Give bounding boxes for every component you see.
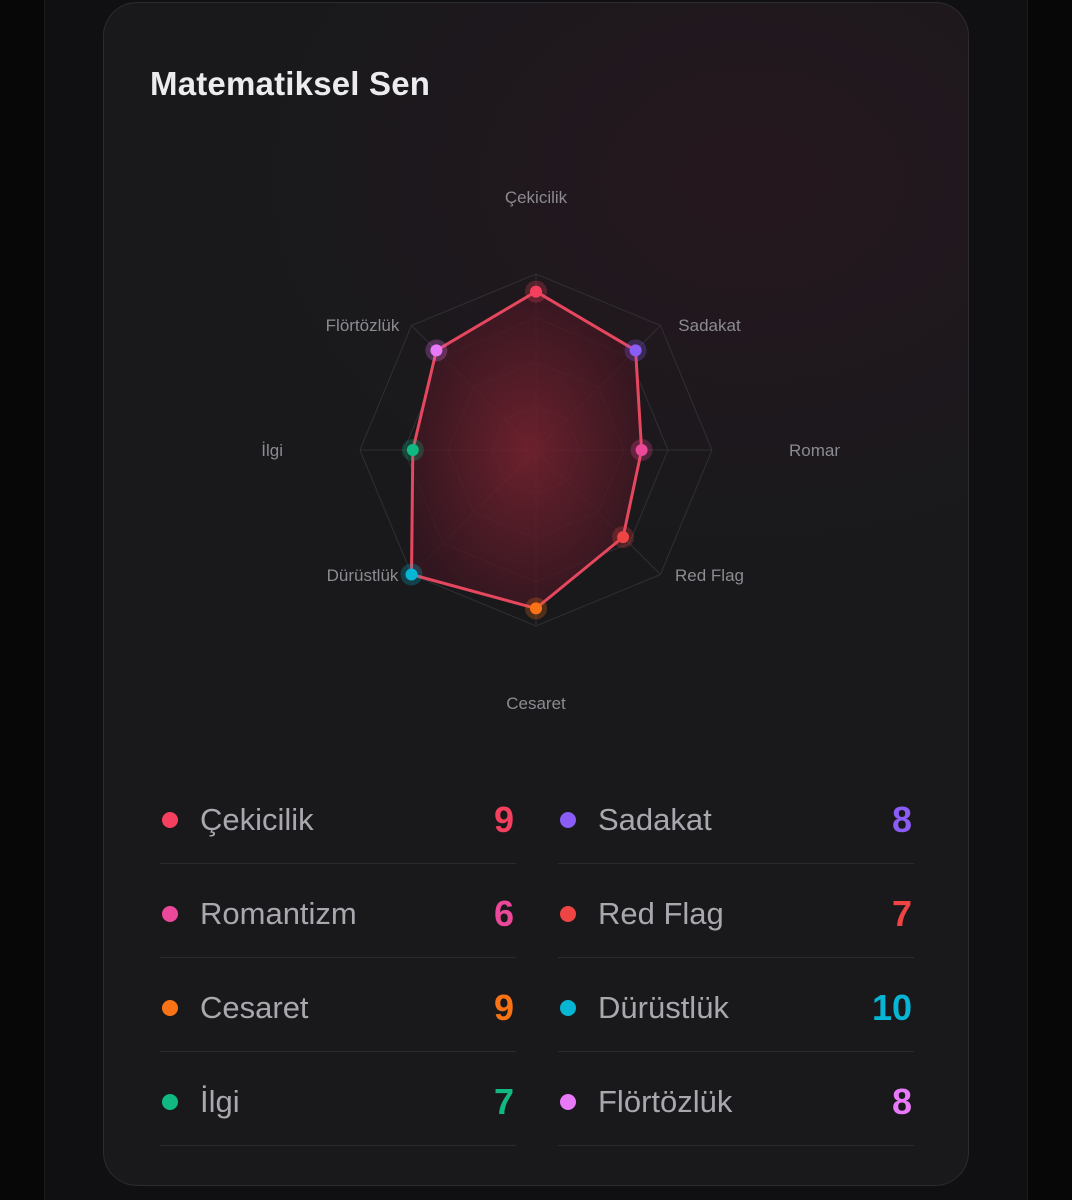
radar-series — [410, 290, 644, 610]
radar-axis-labels: Çekicilik Sadakat Roman Red Flag Cesaret Dürü… — [261, 188, 844, 713]
stat-row: İlgi 7 — [160, 1059, 516, 1146]
stat-value: 6 — [493, 893, 514, 934]
stat-value: 9 — [493, 987, 514, 1028]
axis-label: Sadakat — [678, 316, 741, 335]
stat-dot — [162, 906, 178, 922]
stat-label: İlgi — [200, 1084, 240, 1119]
data-point — [617, 531, 630, 544]
radar-chart: Çekicilik Sadakat Roman Red Flag Cesaret Dürü… — [261, 188, 844, 713]
card-title: Matematiksel Sen — [150, 65, 431, 102]
stat-row: Cesaret 9 — [160, 965, 516, 1052]
axis-label: Flörtözlük — [326, 316, 400, 335]
data-point — [430, 344, 443, 357]
axis-label: Dürüstlük — [327, 566, 399, 585]
data-point — [635, 444, 648, 456]
stat-dot — [162, 1000, 178, 1016]
stat-label: Çekicilik — [200, 802, 314, 837]
stat-dot — [560, 1000, 576, 1016]
series-area — [410, 290, 644, 610]
stat-label: Sadakat — [598, 802, 712, 837]
stat-row: Sadakat 8 — [558, 777, 914, 864]
stat-value: 9 — [493, 799, 514, 840]
stat-value: 10 — [871, 987, 912, 1028]
result-card: Matematiksel Sen Çekicilik Sadakat Roman Re… — [103, 2, 969, 1186]
axis-label: İlgi — [261, 441, 283, 460]
stat-label: Red Flag — [598, 896, 724, 931]
stat-label: Cesaret — [200, 990, 309, 1025]
stat-row: Dürüstlük 10 — [558, 965, 914, 1052]
data-point — [405, 568, 418, 581]
stat-row: Romantizm 6 — [160, 871, 516, 958]
data-point — [406, 444, 419, 456]
stat-dot — [560, 1094, 576, 1110]
axis-label: Cesaret — [506, 694, 566, 713]
stat-label: Flörtözlük — [598, 1084, 733, 1119]
axis-label: Çekicilik — [505, 188, 568, 207]
axis-label: Roman — [789, 441, 844, 460]
stat-label: Dürüstlük — [598, 990, 729, 1025]
stat-dot — [162, 812, 178, 828]
axis-label: Red Flag — [675, 566, 744, 585]
stats-grid: Çekicilik 9 Sadakat 8 Romantizm 6 Red Fl… — [160, 777, 914, 1153]
stat-dot — [162, 1094, 178, 1110]
stat-value: 8 — [891, 799, 912, 840]
stat-value: 7 — [493, 1081, 514, 1122]
data-point — [530, 285, 542, 298]
stat-row: Çekicilik 9 — [160, 777, 516, 864]
stat-dot — [560, 812, 576, 828]
stat-dot — [560, 906, 576, 922]
data-point — [629, 344, 642, 357]
data-point — [530, 602, 542, 615]
stat-label: Romantizm — [200, 896, 357, 931]
stat-value: 7 — [891, 893, 912, 934]
stat-value: 8 — [891, 1081, 912, 1122]
radar-points — [400, 280, 653, 620]
stat-row: Flörtözlük 8 — [558, 1059, 914, 1146]
stat-row: Red Flag 7 — [558, 871, 914, 958]
